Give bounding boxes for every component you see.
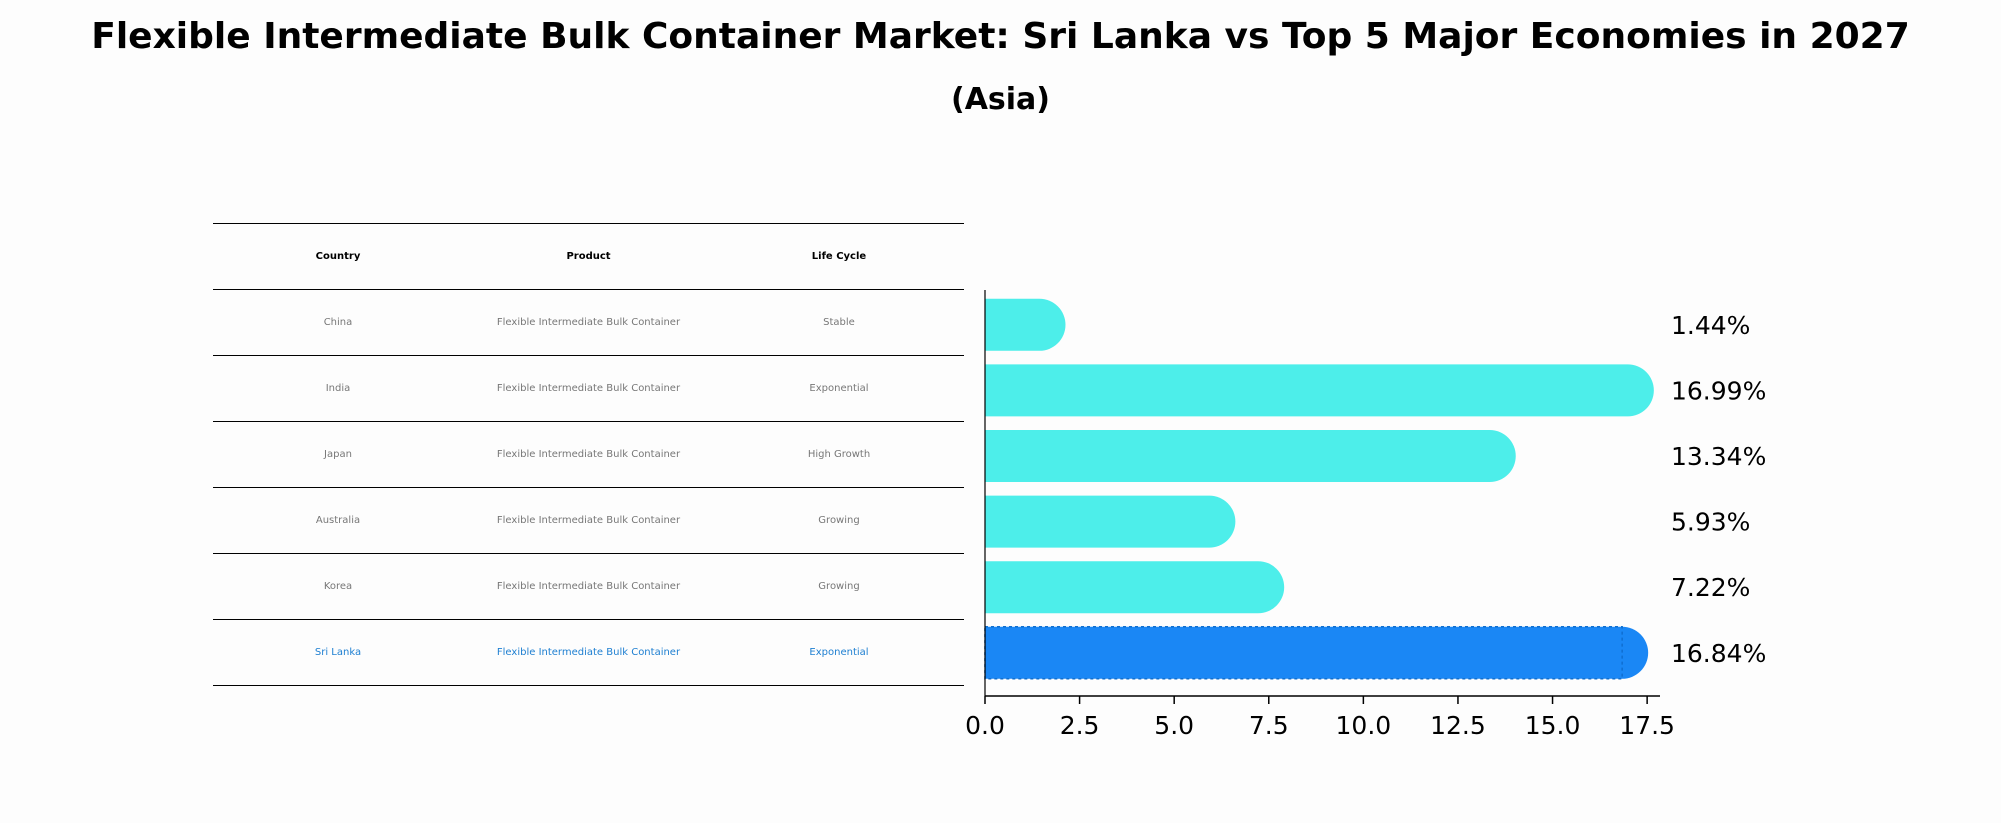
bar-china — [985, 298, 1066, 351]
cell-product: Flexible Intermediate Bulk Container — [496, 515, 681, 526]
country-table: Country Product Life Cycle China Flexibl… — [213, 223, 964, 686]
value-label: 16.84% — [1671, 639, 1766, 668]
x-tick-label: 0.0 — [965, 711, 1005, 740]
x-tick-label: 2.5 — [1060, 711, 1100, 740]
cell-life-cycle: Growing — [818, 515, 860, 526]
value-label: 1.44% — [1671, 311, 1750, 340]
cell-life-cycle: High Growth — [807, 449, 871, 460]
table-header-row: Country Product Life Cycle — [213, 223, 964, 289]
cell-product: Flexible Intermediate Bulk Container — [496, 581, 681, 592]
table-row: Australia Flexible Intermediate Bulk Con… — [213, 487, 964, 553]
table-row: China Flexible Intermediate Bulk Contain… — [213, 289, 964, 355]
chart-title: Flexible Intermediate Bulk Container Mar… — [91, 16, 1910, 57]
cell-life-cycle: Exponential — [809, 647, 869, 658]
bar-korea — [985, 561, 1285, 614]
cell-country: China — [323, 317, 353, 328]
bar-australia — [985, 495, 1236, 548]
table-row: India Flexible Intermediate Bulk Contain… — [213, 355, 964, 421]
x-tick-label: 12.5 — [1430, 711, 1486, 740]
cell-country: India — [325, 383, 351, 394]
x-tick-label: 10.0 — [1336, 711, 1392, 740]
table-row-highlight: Sri Lanka Flexible Intermediate Bulk Con… — [213, 619, 964, 686]
cell-product: Flexible Intermediate Bulk Container — [496, 449, 681, 460]
cell-country: Korea — [323, 581, 353, 592]
cell-life-cycle: Stable — [823, 317, 855, 328]
header-country: Country — [315, 251, 361, 262]
header-product: Product — [566, 251, 611, 262]
cell-life-cycle: Exponential — [809, 383, 869, 394]
x-tick-label: 5.0 — [1154, 711, 1194, 740]
table-row: Japan Flexible Intermediate Bulk Contain… — [213, 421, 964, 487]
cell-product: Flexible Intermediate Bulk Container — [496, 383, 681, 394]
value-label: 16.99% — [1671, 376, 1766, 405]
value-label: 5.93% — [1671, 508, 1750, 537]
header-life-cycle: Life Cycle — [811, 251, 867, 262]
cell-country: Japan — [324, 449, 352, 460]
value-label: 7.22% — [1671, 573, 1750, 602]
x-tick-label: 7.5 — [1249, 711, 1289, 740]
table-row: Korea Flexible Intermediate Bulk Contain… — [213, 553, 964, 619]
x-tick-label: 15.0 — [1525, 711, 1581, 740]
cell-product: Flexible Intermediate Bulk Container — [496, 647, 681, 658]
bar-india — [985, 364, 1654, 417]
bar-japan — [985, 430, 1516, 482]
cell-product: Flexible Intermediate Bulk Container — [496, 317, 681, 328]
cell-country: Sri Lanka — [314, 647, 362, 658]
chart-subtitle: (Asia) — [950, 82, 1051, 117]
x-tick-label: 17.5 — [1619, 711, 1675, 740]
cell-life-cycle: Growing — [818, 581, 860, 592]
bar-sri-lanka — [985, 626, 1649, 679]
value-label: 13.34% — [1671, 442, 1766, 471]
cell-country: Australia — [315, 515, 361, 526]
